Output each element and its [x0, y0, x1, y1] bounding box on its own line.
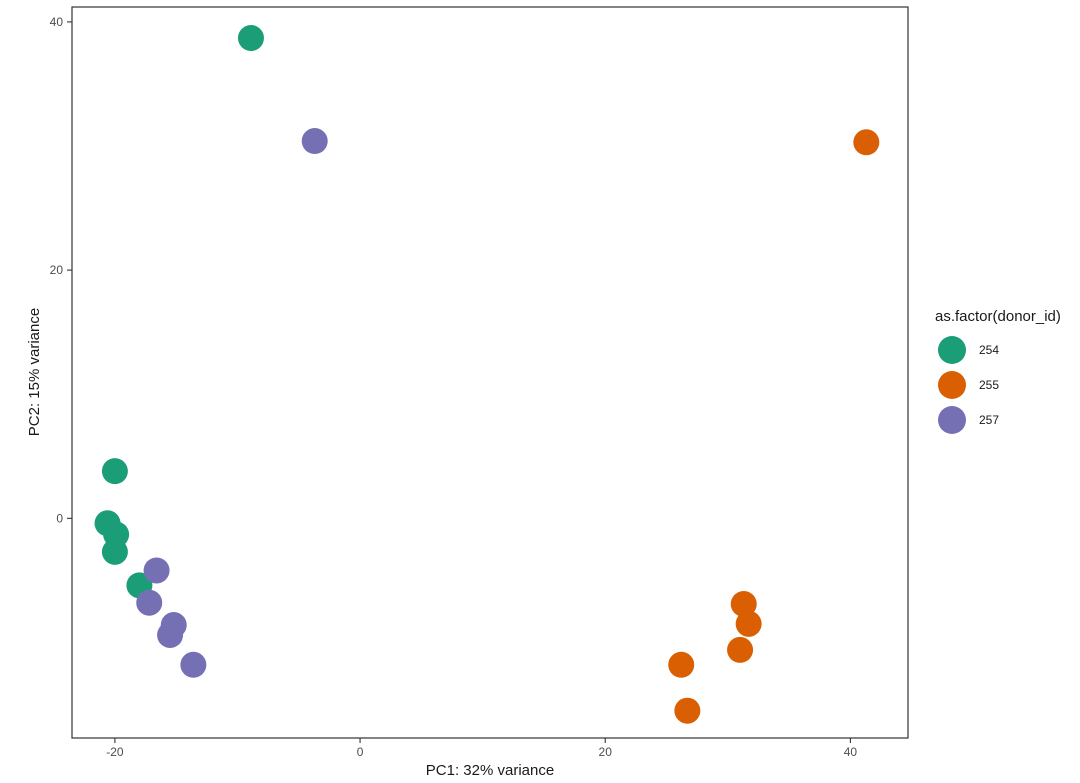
- data-points: [94, 25, 880, 724]
- legend-title: as.factor(donor_id): [935, 308, 1061, 325]
- legend-key-255: [938, 371, 966, 399]
- data-point-254: [237, 25, 264, 52]
- legend: as.factor(donor_id) 254 255 257: [935, 308, 1061, 434]
- x-tick-label: 0: [357, 745, 364, 759]
- data-point-255: [674, 697, 701, 724]
- data-point-257: [143, 557, 170, 584]
- x-tick-label: 40: [844, 745, 858, 759]
- data-point-257: [136, 589, 163, 616]
- data-point-254: [101, 538, 128, 565]
- panel-border: [71, 6, 909, 739]
- data-point-255: [853, 129, 880, 156]
- legend-label-254: 254: [979, 343, 999, 357]
- y-tick-label: 40: [50, 15, 64, 29]
- x-axis-title: PC1: 32% variance: [426, 762, 554, 779]
- data-point-255: [727, 636, 754, 663]
- y-tick-label: 0: [56, 511, 63, 525]
- data-point-255: [668, 651, 695, 678]
- x-tick-label: 20: [599, 745, 613, 759]
- legend-items: 254 255 257: [938, 336, 999, 434]
- y-tick-label: 20: [50, 263, 64, 277]
- legend-key-257: [938, 406, 966, 434]
- legend-label-255: 255: [979, 378, 999, 392]
- y-axis-title: PC2: 15% variance: [26, 308, 43, 436]
- data-point-257: [301, 128, 328, 155]
- data-point-254: [101, 458, 128, 485]
- data-point-255: [730, 590, 757, 617]
- data-point-257: [157, 621, 184, 648]
- legend-key-254: [938, 336, 966, 364]
- x-axis-ticks: -20 0 20 40: [106, 738, 857, 759]
- data-point-257: [180, 651, 207, 678]
- legend-label-257: 257: [979, 413, 999, 427]
- x-tick-label: -20: [106, 745, 124, 759]
- y-axis-ticks: 0 20 40: [50, 15, 72, 525]
- data-point-255: [735, 610, 762, 637]
